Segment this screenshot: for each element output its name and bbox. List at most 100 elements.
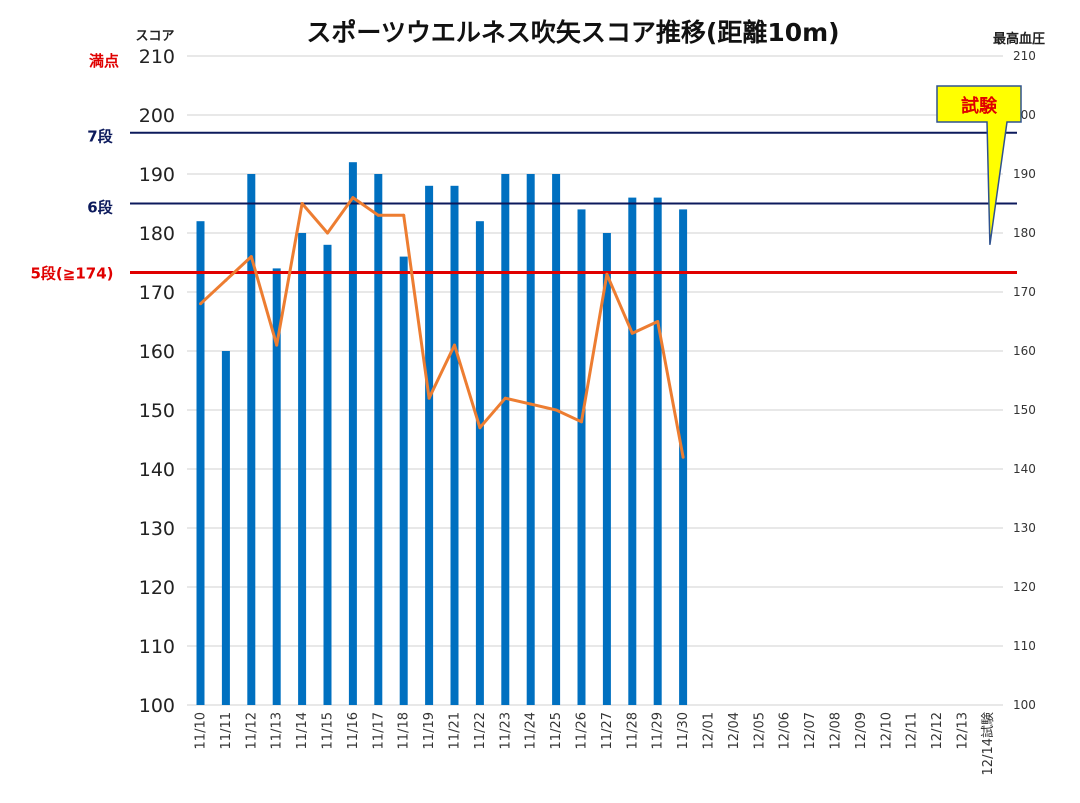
- x-tick-label: 12/04: [727, 712, 742, 749]
- x-tick-label: 12/12: [930, 712, 945, 749]
- bar-11/13: [272, 268, 281, 705]
- y-tick-label-right: 190: [1013, 167, 1036, 181]
- y-tick-label-left: 170: [139, 282, 175, 304]
- line-point-11/28: [630, 331, 634, 335]
- reference-label: 7段: [87, 128, 112, 146]
- y-tick-label-left: 210: [139, 46, 175, 68]
- line-point-11/27: [605, 272, 609, 276]
- bar-11/16: [348, 162, 357, 705]
- x-tick-label: 12/13: [956, 712, 971, 749]
- line-point-11/12: [249, 255, 253, 259]
- x-tick-label: 12/14試験: [980, 712, 996, 775]
- x-tick-label: 11/12: [244, 712, 259, 749]
- x-tick-label: 12/05: [752, 712, 767, 749]
- x-tick-label: 12/01: [702, 712, 717, 749]
- bar-series: [196, 162, 688, 706]
- y-tick-label-right: 140: [1013, 462, 1036, 476]
- bar-11/19: [425, 185, 434, 706]
- y-tick-label-left: 100: [139, 695, 175, 717]
- bar-11/27: [602, 233, 611, 705]
- y-tick-label-left: 110: [139, 636, 175, 658]
- x-tick-label: 11/14: [295, 712, 310, 749]
- reference-lines: 満点 7段 6段 5段(≧174): [30, 52, 1017, 283]
- line-point-11/19: [427, 396, 431, 400]
- bar-11/24: [526, 174, 535, 705]
- x-tick-label: 11/10: [194, 712, 209, 749]
- x-tick-label: 11/27: [600, 712, 615, 749]
- left-axis-title: スコア: [135, 29, 174, 44]
- line-point-11/15: [326, 231, 329, 235]
- line-point-11/14: [300, 202, 304, 205]
- x-tick-label: 11/15: [321, 712, 336, 749]
- x-tick-label: 11/22: [473, 712, 488, 749]
- x-tick-label: 12/09: [854, 712, 869, 749]
- y-tick-label-right: 120: [1013, 580, 1036, 594]
- x-tick-label: 12/07: [803, 712, 818, 749]
- line-point-11/16: [351, 196, 355, 200]
- x-tick-label: 11/18: [397, 712, 412, 749]
- y-tick-label-left: 150: [139, 400, 175, 422]
- bar-11/14: [298, 233, 307, 705]
- x-tick-label: 11/24: [524, 712, 539, 749]
- x-tick-label: 12/06: [778, 712, 793, 749]
- x-tick-label: 11/11: [219, 712, 234, 749]
- x-tick-label: 11/29: [651, 712, 666, 749]
- x-tick-label: 12/11: [905, 712, 920, 749]
- x-tick-label: 11/21: [448, 712, 463, 749]
- line-point-11/21: [453, 343, 456, 347]
- y-tick-label-right: 180: [1013, 226, 1036, 240]
- axes: 100 100 110 110 120 120 130 130 140 140 150 150 160 1…: [139, 46, 1036, 775]
- x-tick-label: 11/17: [371, 712, 386, 749]
- bar-11/18: [399, 256, 408, 705]
- y-tick-label-left: 140: [139, 459, 175, 481]
- bar-11/23: [501, 174, 510, 705]
- line-point-11/11: [224, 278, 228, 282]
- line-point-11/23: [503, 396, 507, 400]
- callout-text: 試験: [961, 95, 998, 117]
- x-tick-label: 11/19: [422, 712, 437, 749]
- bar-11/17: [374, 174, 383, 705]
- y-tick-label-left: 190: [139, 164, 175, 186]
- bar-11/26: [577, 209, 586, 705]
- bar-11/29: [653, 197, 662, 705]
- line-point-11/17: [376, 213, 380, 217]
- y-tick-label-right: 160: [1013, 344, 1036, 358]
- bar-11/10: [196, 221, 205, 705]
- right-axis-title: 最高血圧: [993, 31, 1045, 47]
- reference-label: 5段(≧174): [30, 265, 113, 283]
- chart-title: スポーツウエルネス吹矢スコア推移(距離10m): [306, 18, 839, 47]
- bar-11/22: [475, 221, 484, 705]
- y-tick-label-right: 110: [1013, 639, 1036, 653]
- line-point-11/24: [529, 402, 533, 406]
- x-tick-label: 11/16: [346, 712, 361, 749]
- y-tick-label-right: 100: [1013, 698, 1036, 712]
- line-point-11/25: [554, 408, 558, 412]
- line-point-11/29: [656, 320, 660, 323]
- y-tick-label-left: 160: [139, 341, 175, 363]
- bar-11/12: [247, 174, 256, 705]
- callout-shape: [936, 85, 1022, 245]
- y-tick-label-right: 150: [1013, 403, 1036, 417]
- bar-11/25: [552, 174, 561, 705]
- y-tick-label-right: 130: [1013, 521, 1036, 535]
- bar-11/11: [221, 351, 230, 705]
- y-tick-label-right: 170: [1013, 285, 1036, 299]
- line-point-11/10: [199, 302, 202, 306]
- reference-label: 6段: [87, 199, 112, 217]
- reference-label: 満点: [89, 52, 119, 70]
- bar-11/28: [628, 197, 637, 705]
- bar-11/15: [323, 244, 332, 706]
- line-point-11/18: [402, 213, 406, 217]
- y-tick-label-right: 210: [1013, 49, 1036, 63]
- x-tick-label: 11/26: [575, 712, 590, 749]
- line-point-11/26: [580, 420, 583, 424]
- line-point-11/13: [275, 343, 279, 347]
- blood-pressure-line: [199, 196, 685, 458]
- line-point-11/22: [478, 426, 482, 430]
- gridlines: [187, 55, 1003, 706]
- x-tick-label: 11/30: [676, 712, 691, 749]
- x-tick-label: 11/13: [270, 712, 285, 749]
- x-tick-label: 12/08: [829, 712, 844, 749]
